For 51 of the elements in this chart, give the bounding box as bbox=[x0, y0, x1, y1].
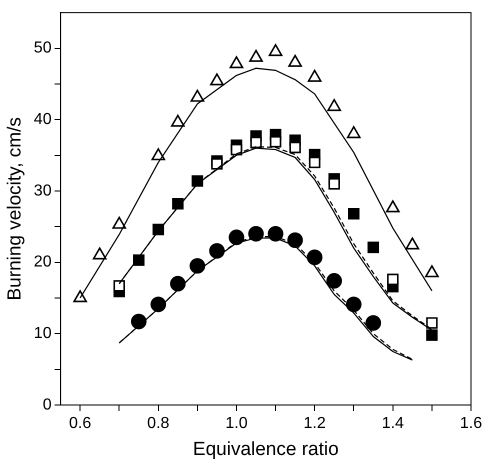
point bbox=[228, 230, 244, 246]
point bbox=[192, 175, 204, 187]
point bbox=[270, 136, 282, 148]
point bbox=[346, 126, 361, 138]
point bbox=[326, 273, 342, 289]
point bbox=[211, 158, 223, 170]
point bbox=[170, 276, 186, 292]
point bbox=[426, 317, 438, 329]
x-axis-title: Equivalence ratio bbox=[192, 438, 339, 460]
point bbox=[150, 296, 166, 312]
point bbox=[170, 114, 185, 127]
point bbox=[230, 144, 242, 156]
x-tick-label: 1.2 bbox=[304, 415, 326, 432]
point bbox=[250, 136, 262, 148]
point bbox=[190, 90, 204, 102]
x-tick-label: 1.4 bbox=[382, 415, 404, 432]
x-tick-label: 0.8 bbox=[147, 415, 170, 432]
point bbox=[328, 178, 340, 190]
point bbox=[268, 226, 284, 242]
point bbox=[387, 274, 399, 286]
x-tick-label: 1.6 bbox=[460, 415, 482, 432]
y-tick-label: 10 bbox=[34, 325, 52, 342]
y-tick-label: 30 bbox=[34, 182, 52, 200]
y-tick-label: 50 bbox=[34, 40, 52, 57]
y-tick-label: 0 bbox=[42, 396, 52, 414]
y-tick-label: 20 bbox=[34, 254, 52, 271]
point bbox=[268, 44, 282, 56]
point bbox=[209, 243, 225, 259]
x-tick-label: 1.0 bbox=[225, 415, 248, 432]
point bbox=[130, 314, 147, 330]
point bbox=[368, 242, 380, 254]
point bbox=[365, 315, 382, 331]
point bbox=[210, 73, 224, 86]
point bbox=[348, 208, 360, 220]
point bbox=[151, 148, 166, 160]
point bbox=[133, 254, 145, 266]
point bbox=[289, 142, 301, 154]
point bbox=[426, 329, 438, 341]
point bbox=[308, 70, 322, 82]
point bbox=[346, 296, 362, 312]
y-axis-title: Burning velocity, cm/s bbox=[4, 117, 26, 300]
y-tick-label: 40 bbox=[34, 111, 52, 128]
point bbox=[230, 56, 244, 68]
point bbox=[308, 156, 320, 168]
point bbox=[327, 98, 342, 112]
point bbox=[172, 198, 184, 210]
point bbox=[113, 280, 125, 292]
point bbox=[190, 258, 206, 274]
x-tick-label: 0.6 bbox=[69, 415, 92, 432]
point bbox=[288, 54, 302, 67]
point bbox=[249, 50, 263, 62]
